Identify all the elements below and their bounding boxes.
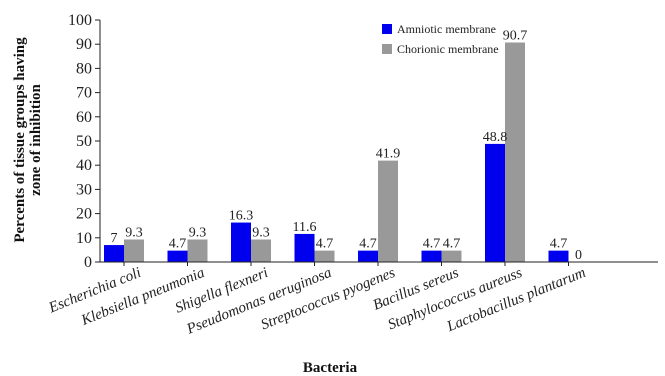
data-label: 9.3	[252, 225, 270, 240]
y-tick-label: 90	[76, 36, 92, 53]
legend-swatch	[382, 44, 392, 54]
y-tick-label: 40	[76, 157, 92, 174]
data-label: 4.7	[316, 237, 334, 252]
y-tick-label: 100	[68, 12, 92, 29]
y-tick-label: 0	[84, 254, 92, 271]
y-tick-label: 30	[76, 181, 92, 198]
y-tick-label: 20	[76, 206, 92, 223]
data-label: 4.7	[169, 237, 187, 252]
data-label: 4.7	[550, 237, 568, 252]
bar-amniotic	[104, 245, 124, 262]
y-axis-title: Percents of tissue groups having zone of…	[12, 37, 44, 243]
y-tick-label: 60	[76, 109, 92, 126]
y-axis-title-line2: zone of inhibition	[28, 83, 44, 195]
bar-amniotic	[231, 222, 251, 262]
data-label: 48.8	[483, 130, 508, 145]
bar-chorionic	[505, 42, 525, 263]
y-tick-label: 10	[76, 230, 92, 247]
y-tick-label: 80	[76, 60, 92, 77]
data-label: 4.7	[443, 237, 461, 252]
bar-chorionic	[124, 239, 144, 262]
data-label: 90.7	[503, 29, 528, 44]
bar-amniotic	[358, 250, 378, 262]
x-axis-title: Bacteria	[303, 360, 358, 376]
bar-amniotic	[548, 250, 569, 262]
legend-label: Chorionic membrane	[397, 42, 499, 56]
data-label: 4.7	[423, 237, 441, 252]
y-tick-label: 70	[76, 85, 92, 102]
data-label: 7	[111, 231, 118, 246]
bar-chorionic	[187, 239, 208, 262]
bar-chorionic	[314, 250, 335, 262]
bar-amniotic	[421, 250, 442, 262]
y-axis-title-line1: Percents of tissue groups having	[12, 37, 28, 243]
data-label: 16.3	[229, 209, 254, 224]
legend-label: Amniotic membrane	[397, 22, 496, 36]
y-ticks-group: 0 10 20 30 40 50 60 70 80 90 100	[68, 12, 100, 271]
data-label: 9.3	[125, 225, 143, 240]
bar-chorionic	[441, 250, 462, 262]
bar-chorionic	[251, 239, 271, 262]
bar-amniotic	[294, 233, 315, 262]
data-label: 11.6	[293, 220, 317, 235]
data-label: 41.9	[376, 147, 401, 162]
bar-amniotic	[167, 250, 188, 262]
data-labels-group: 7 9.34.79.316.39.3 11.64.7 4.741.94.7 4.748.…	[111, 29, 583, 263]
bars-group	[104, 42, 569, 263]
bar-chorionic	[378, 160, 398, 262]
bar-amniotic	[485, 143, 505, 262]
y-tick-label: 50	[76, 133, 92, 150]
legend-swatch	[382, 24, 392, 34]
data-label: 0	[575, 248, 582, 263]
data-label: 4.7	[359, 237, 377, 252]
legend: Amniotic membrane Chorionic membrane	[382, 22, 499, 56]
data-label: 9.3	[189, 225, 207, 240]
